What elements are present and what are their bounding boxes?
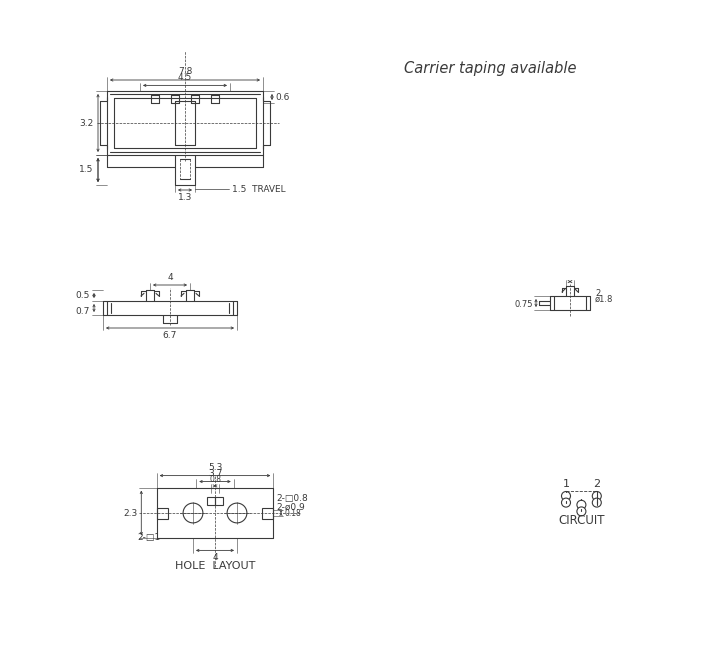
Text: Carrier taping available: Carrier taping available (404, 61, 576, 76)
Bar (262, 507, 273, 519)
Text: ø1.8: ø1.8 (595, 295, 614, 304)
Bar (216, 497, 224, 505)
Text: CIRCUIT: CIRCUIT (558, 514, 605, 526)
Circle shape (562, 498, 570, 507)
Text: 0.7: 0.7 (76, 307, 90, 316)
Text: 0.18: 0.18 (285, 509, 301, 517)
Text: 2-□0.8: 2-□0.8 (277, 494, 309, 503)
Text: 7.8: 7.8 (178, 67, 193, 76)
Circle shape (577, 507, 586, 516)
Circle shape (592, 492, 601, 501)
Text: 2-□1: 2-□1 (137, 533, 160, 542)
Text: 0.8: 0.8 (209, 474, 221, 484)
Text: 2-ø0.9: 2-ø0.9 (277, 502, 306, 511)
Text: 1.5: 1.5 (79, 166, 94, 174)
Text: 1: 1 (562, 479, 570, 489)
Text: 3.2: 3.2 (79, 118, 94, 128)
Text: 2.3: 2.3 (123, 509, 137, 517)
Circle shape (562, 492, 570, 501)
Text: 1.3: 1.3 (178, 193, 193, 202)
Text: 5.3: 5.3 (208, 463, 222, 472)
Text: 0.5: 0.5 (76, 291, 90, 300)
Circle shape (592, 498, 601, 507)
Text: HOLE  LAYOUT: HOLE LAYOUT (174, 561, 255, 571)
Bar (207, 497, 215, 505)
Text: 0.75: 0.75 (515, 300, 533, 309)
Text: 4: 4 (167, 273, 173, 282)
Text: 6.7: 6.7 (163, 331, 177, 340)
Text: 4: 4 (212, 553, 218, 563)
Text: 2: 2 (593, 479, 601, 489)
Text: 1.5  TRAVEL: 1.5 TRAVEL (232, 184, 286, 193)
Text: 2: 2 (595, 288, 601, 297)
Text: 3.7: 3.7 (208, 469, 222, 478)
Bar (156, 507, 168, 519)
Circle shape (577, 500, 586, 509)
Text: 0.6: 0.6 (275, 93, 290, 101)
Text: 4.5: 4.5 (178, 73, 192, 82)
